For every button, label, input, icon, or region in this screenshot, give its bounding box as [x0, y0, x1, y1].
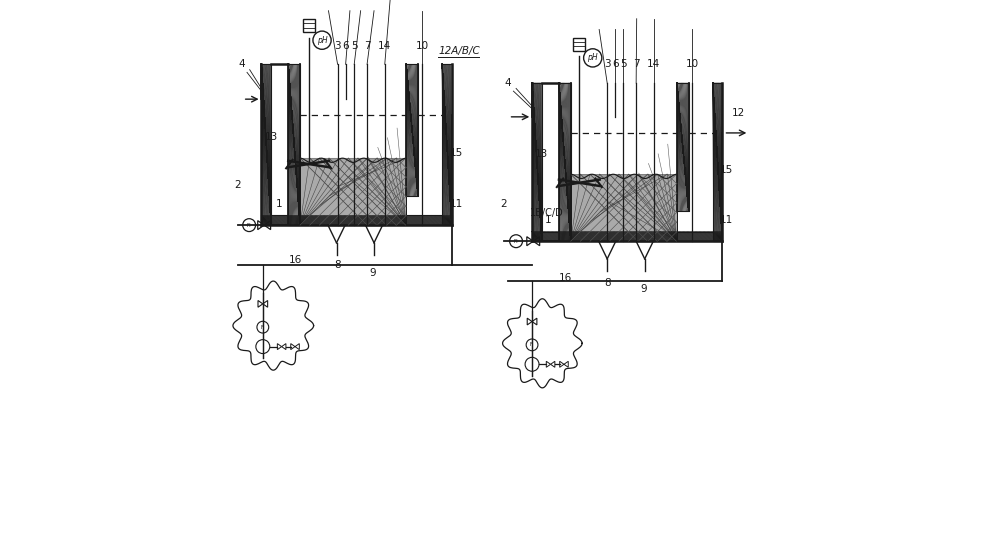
Circle shape [584, 49, 602, 67]
Text: 15: 15 [720, 166, 733, 175]
Circle shape [257, 321, 269, 333]
Polygon shape [532, 318, 537, 325]
Text: pH: pH [317, 36, 327, 44]
Polygon shape [263, 301, 268, 307]
Bar [571, 174, 677, 241]
Polygon shape [551, 361, 555, 367]
Text: 9: 9 [369, 269, 376, 278]
Text: 14: 14 [647, 59, 660, 69]
Text: 8: 8 [334, 260, 341, 270]
Circle shape [525, 358, 539, 371]
Text: 14: 14 [378, 41, 391, 50]
Text: 11: 11 [720, 215, 733, 225]
Text: 3: 3 [604, 59, 611, 69]
Bar [573, 38, 585, 51]
Text: FI: FI [247, 222, 252, 228]
Text: 16: 16 [559, 273, 572, 282]
Text: FI: FI [514, 239, 518, 244]
Circle shape [256, 340, 270, 354]
Bar [713, 83, 722, 241]
Bar [288, 64, 300, 225]
Text: FI: FI [261, 325, 265, 330]
Bar [559, 83, 571, 241]
Polygon shape [560, 361, 564, 367]
Bar [532, 232, 722, 241]
Text: 15: 15 [449, 148, 463, 158]
Polygon shape [264, 221, 271, 229]
Polygon shape [527, 237, 533, 245]
Polygon shape [277, 344, 282, 349]
Polygon shape [527, 318, 532, 325]
Text: 13: 13 [265, 132, 278, 142]
Text: 3: 3 [334, 41, 341, 50]
Text: 5: 5 [620, 59, 627, 69]
Text: 4: 4 [238, 59, 245, 69]
Text: pH: pH [587, 54, 598, 62]
Text: 11: 11 [449, 199, 463, 209]
Bar [261, 64, 271, 225]
Text: 12A/B/C: 12A/B/C [438, 46, 480, 56]
Polygon shape [291, 344, 295, 349]
Text: 12: 12 [731, 108, 745, 117]
Circle shape [526, 339, 538, 351]
Circle shape [313, 31, 331, 49]
Text: 16: 16 [289, 255, 302, 265]
Text: 1: 1 [276, 199, 282, 209]
Polygon shape [258, 221, 264, 229]
Text: FI: FI [530, 343, 534, 347]
Text: 2: 2 [500, 199, 507, 209]
Polygon shape [282, 344, 286, 349]
Text: 6: 6 [342, 41, 349, 50]
Text: 4: 4 [505, 78, 511, 88]
Polygon shape [295, 344, 299, 349]
Bar [406, 64, 418, 196]
Bar [261, 215, 452, 225]
Bar [303, 19, 315, 32]
Text: 10: 10 [685, 59, 698, 69]
Polygon shape [533, 237, 540, 245]
Text: 1: 1 [545, 215, 552, 225]
Text: 5: 5 [351, 41, 358, 50]
Text: 1B/C/D: 1B/C/D [530, 209, 564, 218]
Text: 8: 8 [604, 278, 611, 288]
Text: 13: 13 [535, 150, 548, 159]
Bar [442, 64, 452, 225]
Polygon shape [564, 361, 568, 367]
Text: 7: 7 [633, 59, 639, 69]
Circle shape [243, 219, 256, 232]
Bar [532, 83, 542, 241]
Text: 10: 10 [416, 41, 429, 50]
Text: 6: 6 [612, 59, 619, 69]
Bar [677, 83, 689, 211]
Text: 9: 9 [640, 285, 647, 294]
Text: 2: 2 [234, 180, 241, 190]
Bar [300, 158, 406, 225]
Text: 7: 7 [364, 41, 370, 50]
Circle shape [510, 235, 523, 248]
Polygon shape [546, 361, 551, 367]
Polygon shape [258, 301, 263, 307]
